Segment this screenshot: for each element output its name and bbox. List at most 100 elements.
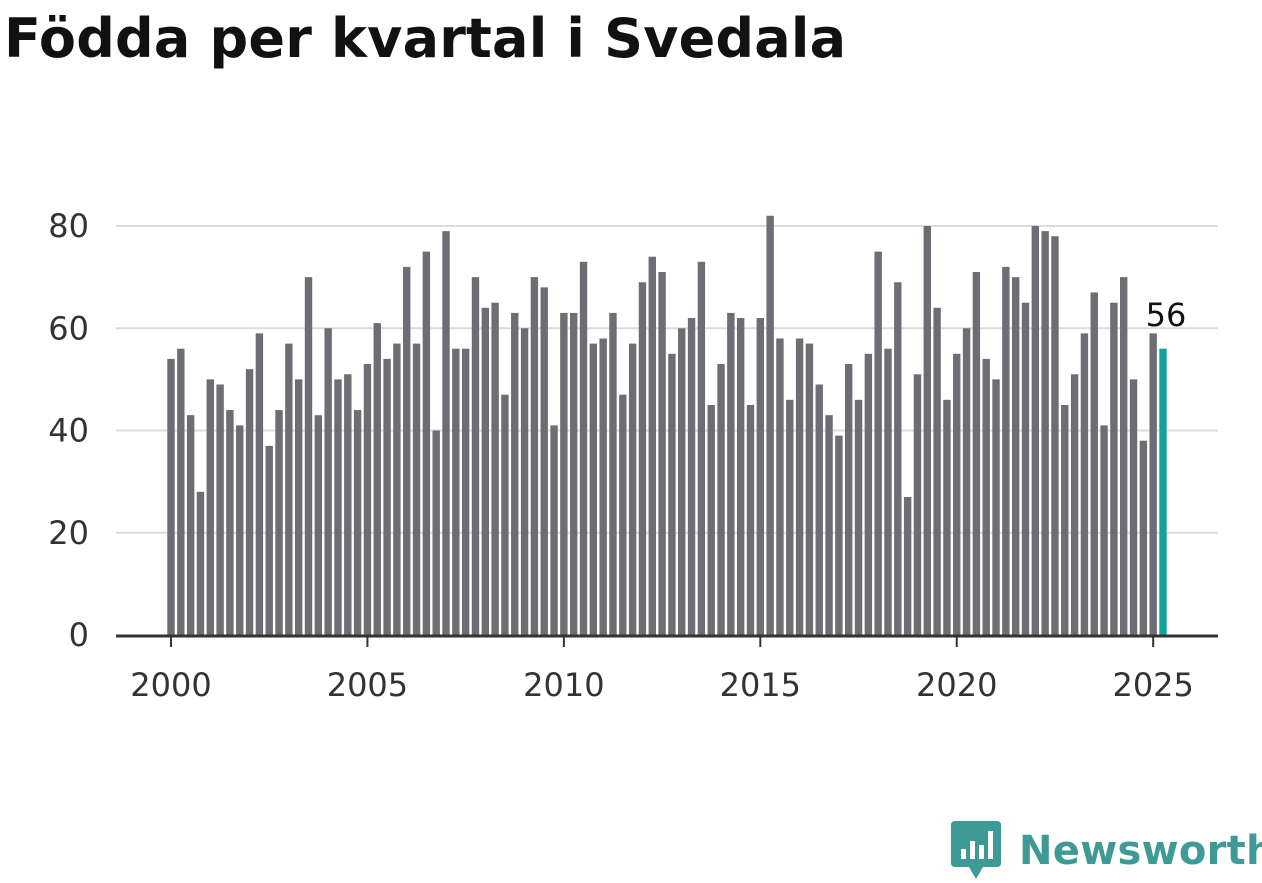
bar: [619, 394, 627, 635]
bar: [294, 379, 303, 635]
bar: [353, 410, 362, 635]
bar: [727, 312, 735, 635]
x-tick-label: 2010: [523, 666, 604, 704]
newsworthy-logo: Newsworthy: [951, 819, 1262, 883]
highlighted-bar: [1159, 348, 1167, 635]
bar: [874, 251, 882, 635]
bar: [884, 348, 892, 635]
bar: [707, 404, 715, 635]
bar: [923, 226, 931, 635]
y-tick-label: 0: [69, 616, 89, 654]
bar: [579, 261, 588, 635]
bar: [658, 272, 666, 635]
bar: [383, 358, 391, 635]
bar: [255, 333, 264, 635]
x-tick-label: 2000: [130, 666, 211, 704]
bar: [766, 215, 774, 635]
bar: [412, 343, 421, 635]
bar: [373, 323, 381, 635]
bar: [520, 328, 529, 635]
bar: [1120, 277, 1128, 635]
bar: [687, 318, 696, 635]
y-tick-label: 80: [48, 207, 89, 245]
bar: [167, 358, 175, 635]
bar: [992, 379, 1000, 635]
bar: [795, 338, 804, 635]
bar: [403, 266, 411, 635]
bar: [461, 348, 470, 635]
bar: [815, 384, 823, 635]
bar: [953, 353, 961, 635]
bars: [167, 215, 1167, 636]
bar: [668, 353, 676, 635]
x-tick-label: 2015: [720, 666, 801, 704]
bar: [501, 394, 509, 635]
bar: [678, 328, 686, 635]
bar: [648, 256, 656, 635]
bar: [344, 374, 352, 635]
bar: [1021, 302, 1030, 635]
bar: [452, 348, 460, 635]
bar: [422, 251, 431, 635]
brand-name: Newsworthy: [1019, 828, 1262, 874]
bar: [697, 261, 706, 635]
bar: [933, 307, 941, 635]
bar: [786, 399, 794, 635]
bar: [1090, 292, 1098, 635]
bar: [943, 399, 951, 635]
bar: [334, 379, 342, 635]
bar: [1139, 440, 1148, 635]
bar: [1011, 277, 1020, 635]
bar: [913, 374, 922, 635]
bar: [599, 338, 607, 635]
bar: [972, 272, 981, 635]
x-tick-label: 2005: [327, 666, 408, 704]
bar: [1149, 333, 1157, 635]
axes: 0 20 40 60 80 2000 2005 2010 2015 2020 2025: [48, 207, 1218, 704]
y-tick-label: 60: [48, 309, 89, 347]
data-labels: 56: [1146, 296, 1187, 334]
bar: [560, 312, 568, 635]
bar: [736, 318, 745, 635]
x-tick-label: 2025: [1112, 666, 1193, 704]
bar: [363, 364, 372, 635]
bar: [805, 343, 814, 635]
bar: [894, 282, 902, 635]
bar: [589, 343, 598, 635]
bar: [511, 312, 519, 635]
bar: [206, 379, 214, 635]
bar: [1041, 231, 1049, 636]
y-tick-label: 20: [48, 514, 89, 552]
bar: [275, 410, 283, 635]
bar: [481, 307, 489, 635]
bar-chart-speech-bubble-icon: [951, 821, 1001, 879]
bar: [982, 358, 990, 635]
bar: [285, 343, 293, 635]
bar: [1061, 404, 1069, 635]
bar: [864, 353, 873, 635]
bar: [540, 287, 548, 635]
bar: [226, 410, 234, 635]
bar: [756, 318, 765, 635]
bar: [304, 277, 313, 635]
bar: [236, 425, 244, 635]
bar: [746, 404, 755, 635]
bar: [550, 425, 558, 635]
x-tick-label: 2020: [916, 666, 997, 704]
bar: [1100, 425, 1108, 635]
bar: [491, 302, 499, 635]
bar: [717, 364, 725, 635]
bar: [1110, 302, 1118, 635]
bar: [1002, 266, 1010, 635]
bar: [903, 496, 912, 635]
bar: [835, 435, 843, 635]
bar: [962, 328, 971, 635]
bar: [1080, 333, 1089, 635]
bar: [196, 491, 205, 635]
bar: [216, 384, 224, 635]
bar: [845, 364, 853, 635]
bar: [776, 338, 784, 635]
bar: [569, 312, 578, 635]
bar: [324, 328, 332, 635]
bar: [1051, 236, 1059, 635]
